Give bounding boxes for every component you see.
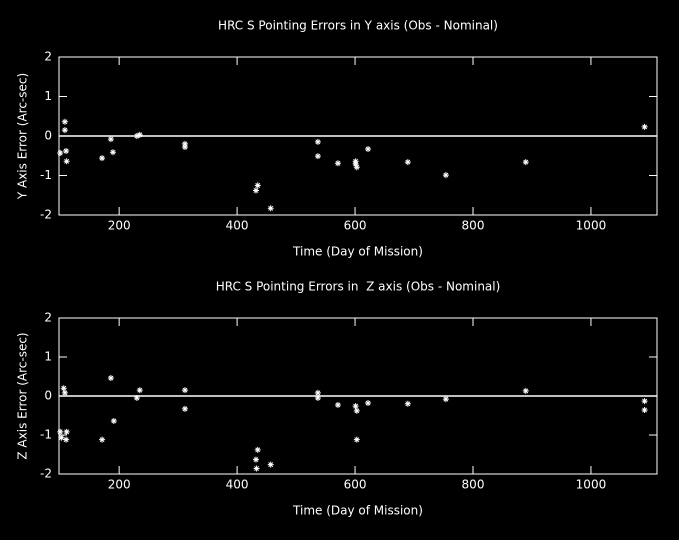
point <box>353 407 360 414</box>
point <box>353 436 360 443</box>
point <box>404 400 411 407</box>
point <box>641 398 648 405</box>
point <box>314 389 321 396</box>
y-tick-label: 1 <box>44 350 52 364</box>
point <box>133 133 140 139</box>
y-axis-label: Y Axis Error (Arc-sec) <box>16 73 30 200</box>
y-tick-label: -2 <box>40 208 52 222</box>
point <box>181 140 188 147</box>
x-tick-label: 600 <box>344 478 367 492</box>
point <box>365 146 372 153</box>
point <box>99 155 106 162</box>
point <box>267 205 274 212</box>
x-tick-label: 1000 <box>576 219 607 233</box>
y-tick-label: -1 <box>40 168 52 182</box>
point <box>442 172 449 179</box>
point <box>365 400 372 407</box>
point <box>107 375 114 382</box>
point <box>352 403 359 410</box>
point <box>641 123 648 130</box>
point <box>267 461 274 468</box>
x-tick-label: 400 <box>226 478 249 492</box>
point <box>252 456 259 463</box>
point <box>181 405 188 412</box>
x-tick-label: 200 <box>108 219 131 233</box>
x-tick-label: 400 <box>226 219 249 233</box>
point <box>334 160 341 167</box>
point <box>334 401 341 408</box>
y-tick-label: 1 <box>44 89 52 103</box>
point <box>353 164 360 171</box>
x-tick-label: 600 <box>344 219 367 233</box>
chart-title: HRC S Pointing Errors in Z axis (Obs - N… <box>216 280 501 294</box>
point <box>252 187 259 194</box>
point <box>57 428 64 435</box>
point <box>107 136 114 143</box>
x-tick-label: 200 <box>108 478 131 492</box>
x-tick-label: 1000 <box>576 478 607 492</box>
point <box>254 182 261 189</box>
point <box>110 417 117 424</box>
y-tick-label: 0 <box>44 129 52 143</box>
point <box>522 387 529 394</box>
y-axis-label: Z Axis Error (Arc-sec) <box>16 332 30 459</box>
y-tick-label: 2 <box>44 50 52 64</box>
point <box>63 148 70 155</box>
point <box>58 434 65 441</box>
point <box>99 436 106 443</box>
point <box>254 446 261 453</box>
x-axis-label: Time (Day of Mission) <box>292 245 423 259</box>
point <box>61 127 68 134</box>
x-axis-label: Time (Day of Mission) <box>292 504 423 518</box>
point <box>61 389 68 396</box>
point <box>136 387 143 394</box>
point <box>442 396 449 403</box>
point <box>60 385 67 392</box>
x-tick-label: 800 <box>462 219 485 233</box>
point <box>314 138 321 145</box>
point <box>404 159 411 166</box>
point <box>314 394 321 401</box>
y-tick-label: -2 <box>40 467 52 481</box>
point <box>522 159 529 166</box>
point <box>133 394 140 401</box>
y-tick-label: 0 <box>44 389 52 403</box>
y-tick-label: 2 <box>44 311 52 325</box>
point <box>136 131 143 138</box>
point <box>641 407 648 414</box>
point <box>63 436 70 443</box>
point <box>63 158 70 165</box>
chart-title: HRC S Pointing Errors in Y axis (Obs - N… <box>218 19 498 33</box>
point <box>109 149 116 156</box>
y-tick-label: -1 <box>40 428 52 442</box>
point <box>181 144 188 151</box>
point <box>61 118 68 125</box>
point <box>63 428 70 435</box>
x-tick-label: 800 <box>462 478 485 492</box>
point <box>181 387 188 394</box>
point <box>352 161 359 168</box>
point <box>314 153 321 160</box>
point <box>57 149 64 156</box>
point <box>253 465 260 472</box>
